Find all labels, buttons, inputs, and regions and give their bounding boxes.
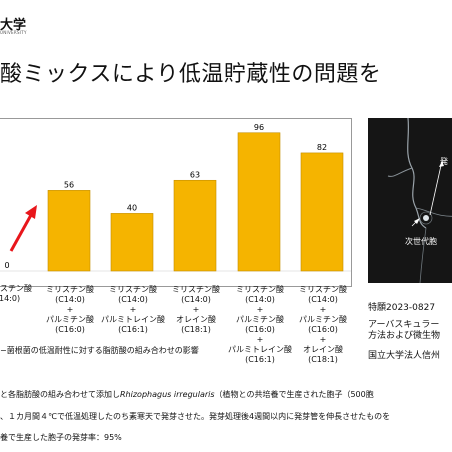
x-tick-label-5: ミリスチン酸 (C14:0) + パルミチン酸 (C16:0) + オレイン酸 (C18:1) (290, 285, 356, 365)
x-tick-label-2-line-2: + (129, 305, 137, 314)
x-tick-label-4-line-4: (C16:0) (245, 325, 275, 334)
x-tick-label-3-line-4: (C18:1) (181, 325, 211, 334)
x-tick-label-4-line-1: (C14:0) (245, 295, 275, 304)
bar-2 (110, 213, 154, 272)
x-tick-label-2-line-4: (C16:1) (118, 325, 148, 334)
photo-label-germination: 発 (440, 157, 448, 166)
university-logo: 大学 (0, 18, 27, 33)
footnote-line-1: と各脂肪酸の組み合わせて添加しRhizophagus irregularis（植… (0, 389, 374, 400)
x-tick-label-1-line-0: ミリスチン酸 (46, 285, 94, 294)
x-tick-label-5-line-1: (C14:0) (308, 295, 338, 304)
photo-label-next-generation-spore: 次世代胞 (405, 237, 437, 246)
bar-1 (47, 190, 91, 272)
x-tick-label-3-line-3: オレイン酸 (176, 315, 216, 324)
bar-value-label-3: 63 (190, 170, 200, 179)
bar-5 (300, 152, 344, 272)
increase-arrow (9, 205, 37, 252)
x-tick-label-0-line-0: (14:0) (0, 294, 21, 303)
footnote-line-1a: と各脂肪酸の組み合わせて添加し (0, 390, 120, 399)
x-tick-label-5-line-3: パルミチン酸 (299, 315, 347, 324)
x-tick-label-1-line-3: パルミチン酸 (46, 315, 94, 324)
bar-value-label-0: 0 (4, 261, 9, 270)
x-tick-label-4: ミリスチン酸 (C14:0) + パルミチン酸 (C16:0) + パルミトレイン酸 (C16… (227, 285, 293, 365)
x-tick-label-3-line-1: (C14:0) (181, 295, 211, 304)
patent-title-line2: 方法および微生物 (368, 331, 441, 341)
university-logo-subtext: UNIVERSITY (0, 30, 27, 35)
x-tick-label-5-line-0: ミリスチン酸 (299, 285, 347, 294)
patent-title-line1: アーバスキュラー (368, 320, 440, 330)
bar-3 (173, 179, 217, 272)
x-tick-label-3-line-2: + (192, 305, 200, 314)
x-tick-label-5-line-2: + (319, 305, 327, 314)
patent-owner: 国立大学法人信州 (368, 351, 441, 361)
spore-image (387, 118, 452, 283)
x-tick-label-3: ミリスチン酸 (C14:0) + オレイン酸 (C18:1) (163, 285, 229, 335)
x-tick-label-4-line-7: (C16:1) (245, 355, 275, 364)
figure-caption: −菌根菌の低温耐性に対する脂肪酸の組み合わせの影響 (0, 346, 199, 355)
bar-chart: 0 56 40 63 96 82 (0, 123, 351, 272)
footnote-line-2: 、１カ月間４℃で低温処理したのち素寒天で発芽させた。発芽処理後4週間以内に発芽管… (0, 412, 391, 421)
bar-value-label-4: 96 (254, 123, 264, 132)
x-tick-label-1: ミリスチン酸 (C14:0) + パルミチン酸 (C16:0) (37, 285, 103, 335)
footnote-line-3: 養で生産した胞子の発芽率：95% (0, 433, 122, 442)
bar-4 (237, 132, 281, 272)
x-tick-label-1-line-2: + (66, 305, 74, 314)
x-tick-label-5-line-5: + (319, 335, 327, 344)
x-tick-label-5-line-7: (C18:1) (308, 355, 338, 364)
x-tick-label-2: ミリスチン酸 (C14:0) + パルミトレイン酸 (C16:1) (100, 285, 166, 335)
x-tick-label-0-line: ミリスチン酸 (0, 284, 32, 293)
x-tick-label-1-line-4: (C16:0) (55, 325, 85, 334)
x-tick-label-4-line-2: + (256, 305, 264, 314)
x-tick-label-2-line-1: (C14:0) (118, 295, 148, 304)
spore-photo (368, 118, 452, 283)
x-tick-label-1-line-1: (C14:0) (55, 295, 85, 304)
slide-title: 酸ミックスにより低温貯蔵性の問題を (0, 62, 382, 87)
x-tick-label-4-line-3: パルミチン酸 (236, 315, 284, 324)
x-tick-label-2-line-3: パルミトレイン酸 (101, 315, 165, 324)
bar-value-label-5: 82 (317, 143, 327, 152)
bar-value-label-2: 40 (127, 203, 137, 212)
patent-number: 特願2023-0827 (368, 303, 436, 313)
footnote-line-1b: （植物との共培養で生産された胞子（500胞 (214, 390, 374, 399)
x-tick-label-5-line-4: (C16:0) (308, 325, 338, 334)
chart-frame: 0 56 40 63 96 82 (0, 118, 352, 287)
footnote-species: Rhizophagus irregularis (120, 390, 215, 399)
patent-title: アーバスキュラー 方法および微生物 (368, 320, 440, 342)
bar-value-label-1: 56 (64, 180, 74, 189)
x-tick-label-5-line-6: オレイン酸 (303, 345, 343, 354)
x-tick-label-0: ミリスチン酸(14:0) (0, 284, 41, 304)
x-tick-label-4-line-6: パルミトレイン酸 (228, 345, 292, 354)
x-tick-label-2-line-0: ミリスチン酸 (109, 285, 157, 294)
x-tick-label-3-line-0: ミリスチン酸 (172, 285, 220, 294)
x-tick-label-4-line-5: + (256, 335, 264, 344)
x-tick-label-4-line-0: ミリスチン酸 (236, 285, 284, 294)
